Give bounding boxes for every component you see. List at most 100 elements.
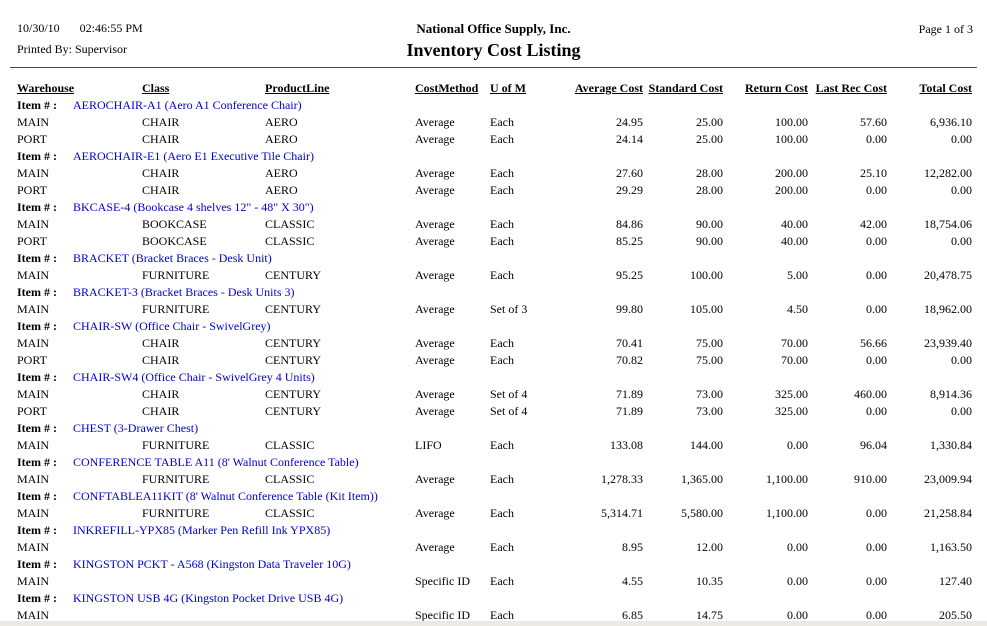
item-number-label: Item # : — [17, 489, 57, 503]
item-link[interactable]: KINGSTON USB 4G (Kingston Pocket Drive U… — [73, 591, 344, 605]
cell-standard-cost: 1,365.00 — [681, 472, 723, 486]
cell-last-rec-cost: 42.00 — [860, 217, 887, 231]
table-row: MAIN Specific ID Each 4.55 10.35 0.00 0.00 127.… — [17, 573, 972, 590]
cell-class: BOOKCASE — [142, 234, 207, 248]
item-row: Item # : AEROCHAIR-A1 (Aero A1 Conference… — [17, 97, 972, 114]
cell-productline: AERO — [265, 115, 298, 129]
cell-productline: CLASSIC — [265, 438, 315, 452]
cell-costmethod: Average — [415, 404, 455, 418]
cell-u-of-m: Each — [490, 183, 514, 197]
item-link[interactable]: BKCASE-4 (Bookcase 4 shelves 12" - 48" X… — [73, 200, 314, 214]
cell-u-of-m: Each — [490, 608, 514, 622]
cell-warehouse: PORT — [17, 183, 47, 197]
item-link[interactable]: CHEST (3-Drawer Chest) — [73, 421, 199, 435]
cell-class: CHAIR — [142, 183, 180, 197]
cell-warehouse: MAIN — [17, 472, 49, 486]
inventory-table: Warehouse Class ProductLine CostMethod U of … — [17, 80, 972, 624]
cell-productline: CENTURY — [265, 268, 322, 282]
item-row: Item # : BKCASE-4 (Bookcase 4 shelves 12"… — [17, 199, 972, 216]
cell-u-of-m: Each — [490, 115, 514, 129]
cell-total-cost: 0.00 — [951, 132, 972, 146]
cell-last-rec-cost: 0.00 — [866, 540, 887, 554]
cell-costmethod: Average — [415, 132, 455, 146]
cell-total-cost: 1,163.50 — [930, 540, 972, 554]
table-row: MAIN FURNITURE CENTURY Average Set of 3 99.80… — [17, 301, 972, 318]
cell-warehouse: MAIN — [17, 506, 49, 520]
cell-costmethod: Average — [415, 387, 455, 401]
cell-u-of-m: Each — [490, 132, 514, 146]
cell-productline: CENTURY — [265, 387, 322, 401]
cell-u-of-m: Each — [490, 336, 514, 350]
table-row: MAIN FURNITURE CENTURY Average Each 95.25 100.… — [17, 267, 972, 284]
table-row: MAIN BOOKCASE CLASSIC Average Each 84.86 90.00… — [17, 216, 972, 233]
item-link[interactable]: INKREFILL-YPX85 (Marker Pen Refill Ink Y… — [73, 523, 331, 537]
cell-costmethod: Average — [415, 268, 455, 282]
column-header-costmethod: CostMethod — [415, 81, 479, 95]
cell-average-cost: 5,314.71 — [601, 506, 643, 520]
item-link[interactable]: KINGSTON PCKT - A568 (Kingston Data Trav… — [73, 557, 351, 571]
cell-productline: CLASSIC — [265, 234, 315, 248]
item-link[interactable]: CONFERENCE TABLE A11 (8' Walnut Conferen… — [73, 455, 359, 469]
cell-total-cost: 18,962.00 — [924, 302, 972, 316]
item-row: Item # : KINGSTON PCKT - A568 (Kingston D… — [17, 556, 972, 573]
cell-average-cost: 29.29 — [616, 183, 643, 197]
cell-u-of-m: Each — [490, 438, 514, 452]
cell-standard-cost: 75.00 — [696, 336, 723, 350]
cell-costmethod: Average — [415, 540, 455, 554]
cell-return-cost: 70.00 — [781, 336, 808, 350]
cell-total-cost: 20,478.75 — [924, 268, 972, 282]
cell-costmethod: Average — [415, 115, 455, 129]
column-header-average-cost: Average Cost — [574, 81, 643, 95]
cell-warehouse: MAIN — [17, 268, 49, 282]
cell-class: CHAIR — [142, 115, 180, 129]
cell-u-of-m: Each — [490, 540, 514, 554]
cell-total-cost: 0.00 — [951, 404, 972, 418]
cell-last-rec-cost: 0.00 — [866, 404, 887, 418]
cell-total-cost: 8,914.36 — [930, 387, 972, 401]
cell-u-of-m: Each — [490, 574, 514, 588]
item-link[interactable]: BRACKET-3 (Bracket Braces - Desk Units 3… — [73, 285, 295, 299]
cell-class — [142, 573, 265, 590]
report-header: National Office Supply, Inc. Inventory C… — [0, 21, 987, 61]
cell-return-cost: 0.00 — [787, 574, 808, 588]
cell-class: BOOKCASE — [142, 217, 207, 231]
cell-average-cost: 8.95 — [622, 540, 643, 554]
item-link[interactable]: CHAIR-SW4 (Office Chair - SwivelGrey 4 U… — [73, 370, 315, 384]
header-divider — [10, 67, 977, 68]
item-number-label: Item # : — [17, 523, 57, 537]
item-link[interactable]: BRACKET (Bracket Braces - Desk Unit) — [73, 251, 272, 265]
cell-total-cost: 6,936.10 — [930, 115, 972, 129]
cell-warehouse: MAIN — [17, 302, 49, 316]
cell-u-of-m: Each — [490, 234, 514, 248]
table-header-row: Warehouse Class ProductLine CostMethod U of … — [17, 80, 972, 97]
cell-class: FURNITURE — [142, 438, 210, 452]
item-link[interactable]: CHAIR-SW (Office Chair - SwivelGrey) — [73, 319, 271, 333]
cell-last-rec-cost: 57.60 — [860, 115, 887, 129]
item-link[interactable]: AEROCHAIR-A1 (Aero A1 Conference Chair) — [73, 98, 302, 112]
cell-last-rec-cost: 0.00 — [866, 302, 887, 316]
cell-average-cost: 27.60 — [616, 166, 643, 180]
item-link[interactable]: CONFTABLEA11KIT (8' Walnut Conference Ta… — [73, 489, 378, 503]
cell-productline: AERO — [265, 166, 298, 180]
cell-standard-cost: 100.00 — [690, 268, 723, 282]
item-row: Item # : CONFTABLEA11KIT (8' Walnut Confe… — [17, 488, 972, 505]
table-row: PORT CHAIR AERO Average Each 24.14 25.00 100.00… — [17, 131, 972, 148]
cell-average-cost: 24.95 — [616, 115, 643, 129]
cell-average-cost: 4.55 — [622, 574, 643, 588]
cell-total-cost: 205.50 — [939, 608, 972, 622]
cell-return-cost: 200.00 — [775, 183, 808, 197]
item-number-label: Item # : — [17, 370, 57, 384]
cell-productline: CENTURY — [265, 404, 322, 418]
cell-return-cost: 325.00 — [775, 387, 808, 401]
table-row: MAIN CHAIR CENTURY Average Set of 4 71.89 73.0… — [17, 386, 972, 403]
table-row: MAIN FURNITURE CLASSIC LIFO Each 133.08 144.00… — [17, 437, 972, 454]
item-link[interactable]: AEROCHAIR-E1 (Aero E1 Executive Tile Cha… — [73, 149, 314, 163]
cell-total-cost: 0.00 — [951, 353, 972, 367]
page-number: Page 1 of 3 — [918, 22, 973, 36]
cell-standard-cost: 14.75 — [696, 608, 723, 622]
cell-u-of-m: Set of 4 — [490, 404, 528, 418]
cell-last-rec-cost: 0.00 — [866, 234, 887, 248]
cell-class: FURNITURE — [142, 506, 210, 520]
cell-warehouse: MAIN — [17, 217, 49, 231]
cell-warehouse: PORT — [17, 132, 47, 146]
